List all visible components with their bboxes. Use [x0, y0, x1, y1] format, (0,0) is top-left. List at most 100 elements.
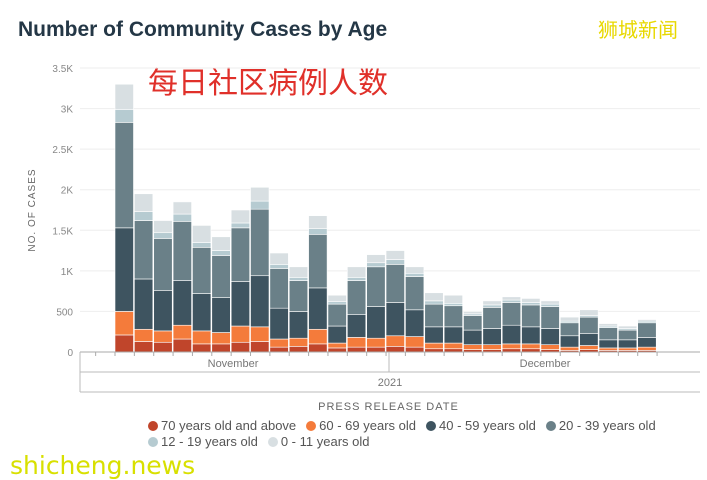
y-tick-label: 2K: [61, 186, 74, 197]
bar-segment: [230, 227, 250, 282]
legend-dot-icon: [267, 437, 278, 447]
bar-segment: [192, 343, 212, 353]
bar-segment: [211, 250, 231, 256]
bar-segment: [501, 296, 522, 301]
bar-segment: [366, 337, 386, 348]
legend-item[interactable]: 20 - 39 years old: [545, 418, 656, 434]
bar-segment: [424, 300, 444, 305]
bar-segment: [521, 343, 541, 350]
bar-segment: [637, 337, 657, 348]
bar-segment: [540, 328, 560, 345]
bar-segment: [230, 325, 250, 343]
legend-item[interactable]: 60 - 69 years old: [306, 418, 416, 434]
bar-segment: [559, 316, 580, 322]
bar-segment: [172, 324, 192, 340]
bar-segment: [637, 322, 657, 338]
bar-segment: [443, 303, 463, 307]
bar-segment: [482, 344, 502, 350]
bar-segment: [230, 222, 250, 229]
bar-segment: [288, 346, 309, 353]
bar-segment: [308, 343, 328, 353]
bar-segment: [501, 299, 522, 303]
bar-segment: [482, 300, 502, 306]
bar-segment: [521, 304, 541, 328]
bar-segment: [114, 83, 134, 110]
bar-segment: [114, 109, 134, 123]
legend: 70 years old and above 60 - 69 years old 4…: [148, 418, 707, 450]
bar-segment: [230, 341, 250, 353]
watermark-bottom: shicheng.news: [10, 451, 196, 480]
bar-segment: [250, 326, 270, 342]
bar-segment: [540, 306, 560, 329]
bar-segment: [327, 294, 347, 302]
bar-segment: [482, 307, 502, 329]
bar-segment: [288, 311, 309, 339]
bar-segment: [250, 208, 270, 277]
bar-segment: [134, 328, 154, 342]
y-tick-label: 3.5K: [52, 64, 73, 75]
bar-segment: [579, 316, 599, 334]
bar-segment: [637, 346, 657, 351]
legend-item[interactable]: 70 years old and above: [148, 418, 296, 434]
bar-segment: [598, 347, 618, 351]
bar-segment: [134, 193, 154, 212]
bar-segment: [308, 328, 328, 345]
bar-segment: [211, 297, 231, 333]
legend-dot-icon: [545, 421, 556, 431]
bar-segment: [153, 290, 173, 332]
bar-segment: [366, 262, 386, 268]
bar-segment: [598, 327, 618, 341]
bar-segment: [618, 347, 638, 351]
bar-segment: [250, 200, 270, 210]
bar-segment: [134, 211, 154, 221]
bar-segment: [347, 280, 367, 315]
bar-segment: [288, 337, 309, 347]
legend-label: 12 - 19 years old: [161, 434, 258, 449]
bar-segment: [327, 303, 347, 327]
bar-segment: [405, 272, 425, 277]
bar-segment: [269, 338, 289, 348]
y-tick-label: 0: [67, 348, 73, 359]
y-tick-label: 2.5K: [52, 145, 73, 156]
bar-segment: [153, 238, 173, 291]
bar-segment: [598, 323, 618, 327]
bar-segment: [308, 234, 328, 289]
legend-item[interactable]: 12 - 19 years old: [148, 434, 258, 450]
bar-segment: [424, 303, 444, 328]
bar-segment: [327, 301, 347, 305]
bar-segment: [463, 329, 483, 345]
legend-label: 40 - 59 years old: [439, 418, 536, 433]
legend-item[interactable]: 0 - 11 years old: [267, 434, 370, 450]
bar-segment: [385, 264, 405, 303]
bar-segment: [482, 304, 502, 308]
bar-segment: [559, 335, 580, 348]
bar-segment: [172, 280, 192, 326]
bar-segment: [463, 311, 483, 315]
bar-segment: [134, 220, 154, 280]
bar-segment: [618, 329, 638, 341]
legend-label: 0 - 11 years old: [280, 434, 370, 449]
legend-item[interactable]: 40 - 59 years old: [426, 418, 536, 434]
bar-segment: [482, 328, 502, 345]
bar-segment: [405, 276, 425, 311]
bar-segment: [192, 225, 212, 243]
bar-segment: [598, 339, 618, 349]
bar-segment: [463, 344, 483, 350]
bar-segment: [521, 298, 541, 303]
bar-segment: [192, 293, 212, 332]
bar-segment: [269, 307, 289, 340]
bar-segment: [134, 341, 154, 353]
bar-segment: [192, 242, 212, 248]
bar-segment: [501, 324, 522, 345]
legend-label: 60 - 69 years old: [319, 418, 416, 433]
bar-segment: [443, 294, 463, 304]
bar-segment: [269, 346, 289, 353]
bar-segment: [327, 325, 347, 344]
legend-dot-icon: [148, 421, 158, 431]
bar-segment: [250, 186, 270, 202]
bar-segment: [327, 347, 347, 353]
bar-segment: [192, 247, 212, 294]
bar-segment: [114, 311, 134, 336]
bar-segment: [211, 343, 231, 353]
